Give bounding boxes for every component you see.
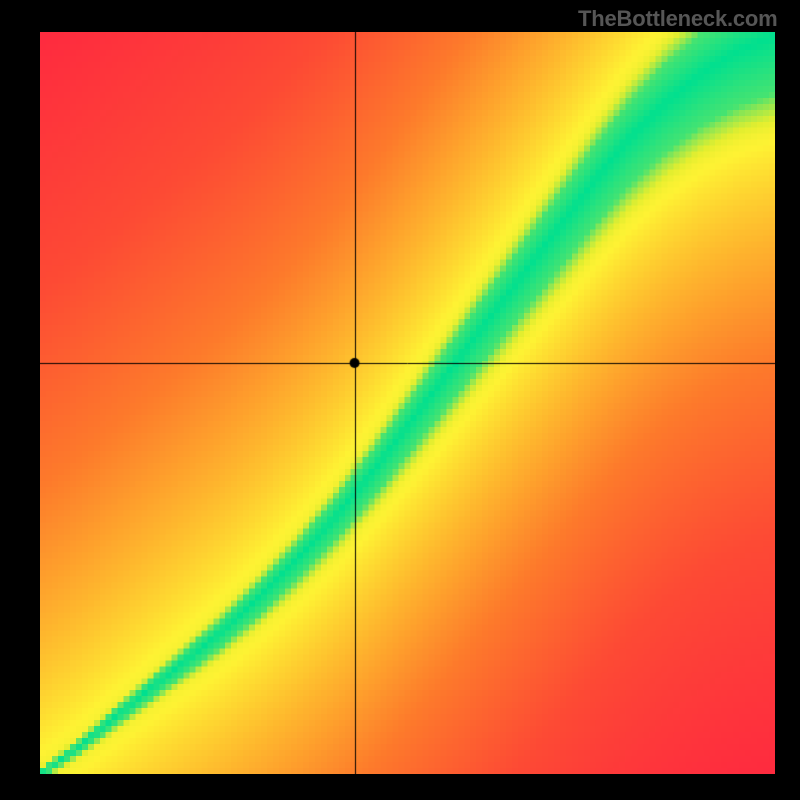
bottleneck-heatmap: [40, 32, 775, 774]
watermark-text: TheBottleneck.com: [578, 6, 778, 32]
chart-container: TheBottleneck.com: [0, 0, 800, 800]
